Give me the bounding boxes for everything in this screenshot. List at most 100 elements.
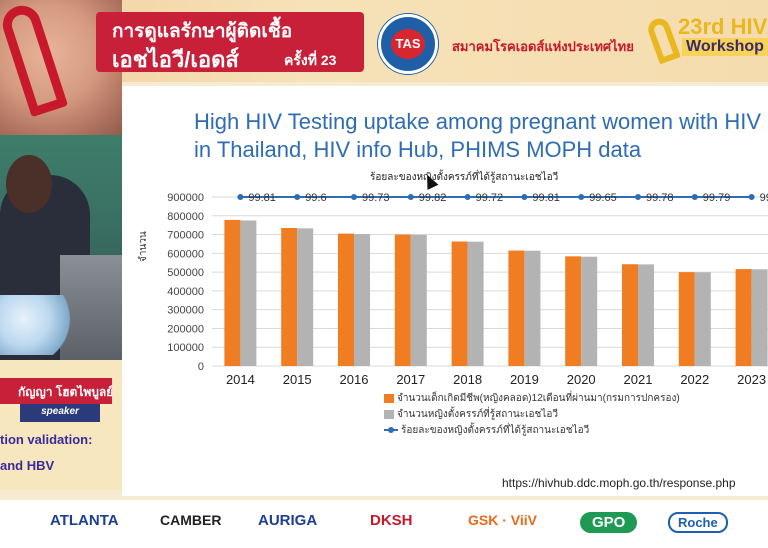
percent-data-label: 99.72 xyxy=(476,192,504,204)
percent-data-label: 99.78 xyxy=(646,192,674,204)
percent-data-label: 99.73 xyxy=(362,192,390,204)
bar-tested xyxy=(638,264,654,366)
percent-point xyxy=(635,194,641,200)
percent-point xyxy=(691,194,698,200)
y-tick-label: 700000 xyxy=(167,230,204,242)
bar-births xyxy=(224,219,241,366)
speaker-head xyxy=(6,155,52,213)
x-tick-label: 2023 xyxy=(737,372,766,386)
bar-births xyxy=(622,264,638,366)
workshop-label: Workshop xyxy=(682,38,768,56)
x-tick-label: 2019 xyxy=(510,372,539,386)
bar-tested xyxy=(524,250,541,366)
sponsor-gsk-viiv: GSK · ViiV xyxy=(468,512,537,528)
bar-births xyxy=(565,256,582,366)
chart-legend: จำนวนเด็กเกิดมีชีพ(หญิงคลอด)12เดือนที่ผ่… xyxy=(384,390,680,438)
bar-tested xyxy=(297,228,314,366)
y-tick-label: 200000 xyxy=(167,323,204,335)
x-tick-label: 2017 xyxy=(396,372,425,386)
legend-swatch-line xyxy=(384,427,398,433)
bar-births xyxy=(281,227,298,366)
bar-births xyxy=(338,233,354,366)
speaker-role: speaker xyxy=(20,404,100,422)
percent-data-label: 99.65 xyxy=(589,192,617,204)
bar-tested xyxy=(467,241,484,366)
event-title-suffix: ครั้งที่ 23 xyxy=(284,52,337,68)
x-tick-label: 2021 xyxy=(624,372,653,386)
y-tick-label: 0 xyxy=(198,361,204,373)
percent-point xyxy=(521,194,528,200)
y-tick-label: 900000 xyxy=(167,192,204,204)
bar-births xyxy=(394,234,411,366)
sponsor-roche: Roche xyxy=(668,512,728,533)
chart-title: ร้อยละของหญิงตั้งครรภ์ที่ได้รู้สถานะเอชไ… xyxy=(370,172,559,183)
legend-item-births: จำนวนเด็กเกิดมีชีพ(หญิงคลอด)12เดือนที่ผ่… xyxy=(384,390,680,406)
legend-item-tested: จำนวนหญิงตั้งครรภ์ที่รู้สถานะเอชไอวี xyxy=(384,406,680,422)
y-tick-label: 300000 xyxy=(167,305,204,317)
speaker-name: กัญญา โฮตไพบูลย์กิจ xyxy=(0,378,112,404)
percent-data-label: 99.82 xyxy=(419,192,447,204)
percent-point xyxy=(407,194,414,200)
sponsor-gpo: GPO xyxy=(580,512,638,533)
sponsor-dksh: DKSH xyxy=(370,512,413,529)
legend-label: จำนวนเด็กเกิดมีชีพ(หญิงคลอด)12เดือนที่ผ่… xyxy=(397,392,680,404)
percent-point xyxy=(578,194,585,200)
percent-point xyxy=(351,194,357,200)
legend-swatch-orange xyxy=(384,393,394,403)
legend-swatch-gray xyxy=(384,409,394,419)
bar-births xyxy=(508,250,525,366)
percent-data-label: 99.81 xyxy=(248,192,276,204)
percent-data-label: 99.79 xyxy=(703,192,731,204)
bar-births xyxy=(451,241,468,366)
y-tick-label: 800000 xyxy=(167,211,204,223)
slide-title-line1: High HIV Testing uptake among pregnant w… xyxy=(194,109,762,134)
sponsor-auriga: AURIGA xyxy=(258,512,318,529)
percent-point xyxy=(237,194,244,200)
x-tick-label: 2016 xyxy=(340,372,369,386)
bar-tested xyxy=(581,256,598,366)
bar-chart: 0 100000 200000 300000 400000 500000 600000 700… xyxy=(167,192,768,386)
percent-data-label: 99 xyxy=(760,192,768,204)
x-tick-label: 2022 xyxy=(680,372,709,386)
tas-logo-text: TAS xyxy=(391,29,425,59)
legend-label: จำนวนหญิงตั้งครรภ์ที่รู้สถานะเอชไอวี xyxy=(397,408,558,420)
speaker-video-feed xyxy=(0,135,122,360)
x-tick-label: 2020 xyxy=(567,372,596,386)
flower-arrangement xyxy=(0,295,78,355)
y-tick-label: 600000 xyxy=(167,248,204,260)
y-tick-label: 400000 xyxy=(167,286,204,298)
bar-tested xyxy=(354,233,370,366)
bar-tested xyxy=(240,220,257,366)
bar-births xyxy=(678,272,695,366)
sponsor-camber: CAMBER xyxy=(160,512,222,528)
event-title-box: การดูแลรักษาผู้ติดเชื้อ เอชไอวี/เอดส์ คร… xyxy=(96,12,364,72)
x-tick-label: 2018 xyxy=(453,372,482,386)
association-name: สมาคมโรคเอดส์แห่งประเทศไทย xyxy=(452,39,634,54)
sponsor-atlanta: ATLANTA xyxy=(50,512,119,529)
slide-title: High HIV Testing uptake among pregnant w… xyxy=(194,108,761,164)
presentation-slide: High HIV Testing uptake among pregnant w… xyxy=(122,86,768,496)
percent-data-label: 99.6 xyxy=(305,192,326,204)
bar-tested xyxy=(751,269,768,366)
bar-tested xyxy=(694,272,711,366)
x-tick-label: 2014 xyxy=(226,372,255,386)
y-tick-label: 500000 xyxy=(167,267,204,279)
slide-title-line2: in Thailand, HIV info Hub, PHIMS MOPH da… xyxy=(194,137,642,162)
percent-point xyxy=(294,194,301,200)
event-title-line2: เอชไอวี/เอดส์ xyxy=(112,47,239,72)
talk-topic-line2: and HBV xyxy=(0,458,55,473)
bar-tested xyxy=(410,234,427,366)
event-title-line1: การดูแลรักษาผู้ติดเชื้อ xyxy=(112,21,293,42)
sponsor-strip: ATLANTA CAMBER AURIGA DKSH GSK · ViiV GP… xyxy=(0,500,768,548)
bar-births xyxy=(735,269,752,366)
speaker-info-panel: กัญญา โฮตไพบูลย์กิจ speaker tion validat… xyxy=(0,360,122,490)
percent-point xyxy=(748,194,755,200)
legend-label: ร้อยละของหญิงตั้งครรภ์ที่ได้รู้สถานะเอชไ… xyxy=(401,424,590,436)
talk-topic-line1: tion validation: xyxy=(0,432,93,447)
x-tick-label: 2015 xyxy=(283,372,312,386)
percent-data-label: 99.81 xyxy=(532,192,560,204)
tas-logo: TAS xyxy=(378,14,438,74)
percent-point xyxy=(464,194,471,200)
red-ribbon-icon xyxy=(0,0,69,118)
legend-item-percent: ร้อยละของหญิงตั้งครรภ์ที่ได้รู้สถานะเอชไ… xyxy=(384,422,680,438)
